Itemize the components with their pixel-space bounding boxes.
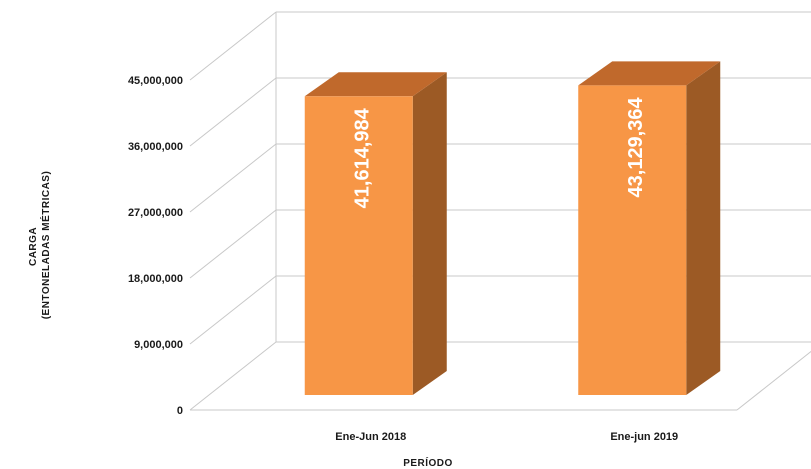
- gridline-side-4: [189, 77, 277, 147]
- bar-1: [578, 85, 687, 396]
- y-tick-label-3: 27,000,000: [128, 207, 183, 219]
- y-tick-label-0: 0: [177, 405, 183, 417]
- y-tick-label-1: 9,000,000: [134, 339, 183, 351]
- floor-right-edge: [736, 350, 811, 411]
- bars: [304, 61, 721, 396]
- bar-top-1: [578, 61, 721, 86]
- y-axis-ticks: 0 9,000,000 18,000,000 27,000,000 36,000,000…: [128, 75, 183, 417]
- y-axis-title-line-2: (ENTONELADAS MÉTRICAS): [39, 171, 52, 320]
- x-category-label-0: Ene-Jun 2018: [335, 431, 406, 443]
- data-label-0: 41,614,984: [352, 107, 374, 208]
- gridline-side-1: [189, 275, 277, 345]
- data-label-1: 43,129,364: [625, 97, 647, 198]
- bar-0: [304, 96, 413, 396]
- y-axis-title: CARGA (ENTONELADAS MÉTRICAS): [28, 171, 52, 320]
- x-axis-categories: Ene-Jun 2018 Ene-jun 2019: [335, 431, 678, 443]
- bar-side-0: [412, 72, 447, 396]
- x-axis-title: PERÍODO: [403, 456, 453, 469]
- gridline-side-3: [189, 143, 277, 213]
- gridline-side-2: [189, 209, 277, 279]
- y-tick-label-4: 36,000,000: [128, 141, 183, 153]
- data-labels: 41,614,984 43,129,364: [352, 97, 648, 209]
- gridline-side-5: [189, 11, 277, 81]
- y-tick-label-2: 18,000,000: [128, 273, 183, 285]
- gridline-side-0: [189, 341, 277, 411]
- x-category-label-1: Ene-jun 2019: [610, 431, 678, 443]
- y-axis-title-line-1: CARGA: [28, 227, 39, 266]
- bar-side-1: [686, 61, 721, 396]
- bar-top-0: [304, 72, 447, 97]
- y-tick-label-5: 45,000,000: [128, 75, 183, 87]
